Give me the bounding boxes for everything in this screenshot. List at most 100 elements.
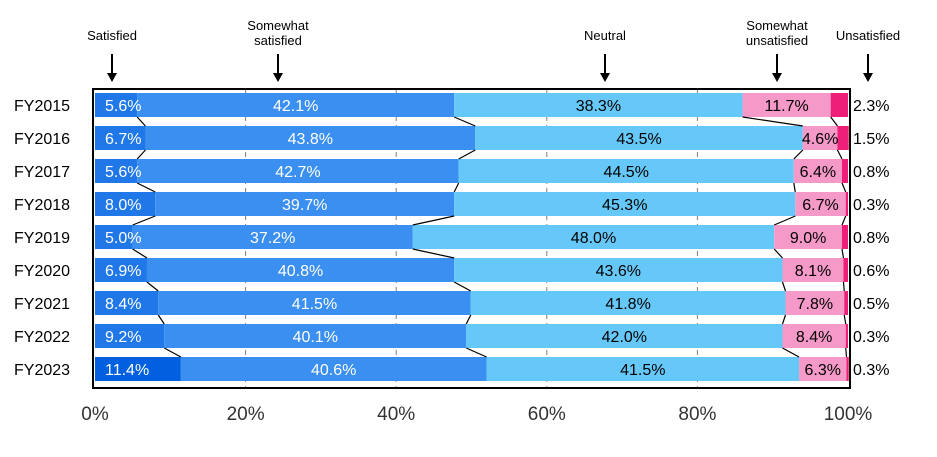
bar-somewhat-unsatisfied-fy2020 [782, 258, 844, 282]
data-label-somewhat-satisfied-fy2017: 42.7% [275, 164, 320, 181]
bar-neutral-fy2021 [470, 291, 786, 315]
data-label-neutral-fy2021: 41.8% [605, 296, 650, 313]
bar-neutral-fy2022 [466, 324, 783, 348]
bar-unsatisfied-fy2023 [846, 357, 849, 381]
bar-neutral-fy2018 [454, 192, 796, 216]
bars [95, 93, 849, 381]
bar-somewhat-unsatisfied-fy2019 [774, 225, 842, 249]
axes: FY2015 FY2016 FY2017 FY2018 FY2019 FY2020 FY20… [14, 88, 872, 425]
series-connector [136, 182, 156, 193]
bar-somewhat-unsatisfied-fy2022 [782, 324, 846, 348]
bar-satisfied-fy2017 [95, 159, 138, 183]
series-connector [412, 215, 455, 226]
legend-label: satisfied [254, 33, 302, 48]
series-connector [453, 281, 472, 292]
bar-satisfied-fy2021 [95, 291, 159, 315]
series-connector [841, 215, 847, 226]
bar-somewhat-satisfied-fy2018 [155, 192, 455, 216]
bar-satisfied-fy2023 [95, 357, 181, 381]
data-label-somewhat-unsatisfied-fy2018: 6.7% [802, 197, 838, 214]
series-connector [132, 215, 156, 226]
legend-label: Unsatisfied [836, 28, 900, 43]
data-label-neutral-fy2022: 42.0% [602, 329, 647, 346]
arrow-head-icon [863, 73, 873, 82]
data-labels: 5.6% 42.1% 38.3% 11.7% 2.3% 6.7% 43.8% 43.5% 4.6… [105, 98, 889, 379]
category-label-fy2022: FY2022 [14, 329, 70, 346]
bar-somewhat-unsatisfied-fy2021 [785, 291, 845, 315]
series-connector [841, 248, 845, 259]
series-connector [830, 116, 838, 127]
data-label-unsatisfied-fy2022: 0.3% [853, 329, 889, 346]
bar-somewhat-satisfied-fy2023 [180, 357, 487, 381]
x-tick-label: 0% [81, 404, 109, 425]
bar-neutral-fy2020 [454, 258, 783, 282]
data-label-neutral-fy2019: 48.0% [571, 230, 616, 247]
bar-satisfied-fy2018 [95, 192, 156, 216]
data-label-neutral-fy2017: 44.5% [604, 164, 649, 181]
data-label-satisfied-fy2015: 5.6% [105, 98, 141, 115]
category-label-fy2020: FY2020 [14, 263, 70, 280]
bar-satisfied-fy2020 [95, 258, 147, 282]
series-connector [163, 347, 182, 358]
bar-somewhat-unsatisfied-fy2017 [793, 159, 842, 183]
data-label-neutral-fy2020: 43.6% [596, 263, 641, 280]
data-label-satisfied-fy2020: 6.9% [105, 263, 141, 280]
arrow-head-icon [107, 73, 117, 82]
series-connector [773, 248, 783, 259]
legend-label: unsatisfied [746, 33, 808, 48]
data-label-unsatisfied-fy2017: 0.8% [853, 164, 889, 181]
data-label-somewhat-unsatisfied-fy2023: 6.3% [805, 362, 841, 379]
category-label-fy2017: FY2017 [14, 164, 70, 181]
series-connector [836, 149, 843, 160]
bar-somewhat-satisfied-fy2017 [137, 159, 459, 183]
data-label-unsatisfied-fy2018: 0.3% [853, 197, 889, 214]
series-connector [136, 149, 146, 160]
series-connector [841, 182, 847, 193]
data-label-neutral-fy2018: 45.3% [602, 197, 647, 214]
bar-somewhat-satisfied-fy2015 [137, 93, 455, 117]
bar-somewhat-unsatisfied-fy2016 [802, 126, 838, 150]
legend-label: Somewhat [247, 18, 309, 33]
bar-unsatisfied-fy2019 [841, 225, 848, 249]
legend-item-satisfied: Satisfied [87, 28, 137, 82]
category-label-fy2016: FY2016 [14, 131, 70, 148]
category-label-fy2023: FY2023 [14, 362, 70, 379]
data-label-somewhat-satisfied-fy2016: 43.8% [288, 131, 333, 148]
series-connector [781, 281, 787, 292]
data-label-somewhat-satisfied-fy2023: 40.6% [311, 362, 356, 379]
data-label-unsatisfied-fy2016: 1.5% [853, 131, 889, 148]
series-connector [742, 116, 803, 127]
series-connector [781, 314, 787, 325]
data-label-satisfied-fy2022: 9.2% [105, 329, 141, 346]
series-connector [845, 347, 848, 358]
series-connector [146, 281, 159, 292]
data-label-satisfied-fy2021: 8.4% [105, 296, 141, 313]
data-label-unsatisfied-fy2021: 0.5% [853, 296, 889, 313]
bar-satisfied-fy2022 [95, 324, 165, 348]
series-connector [793, 182, 796, 193]
data-label-neutral-fy2015: 38.3% [576, 98, 621, 115]
bar-neutral-fy2017 [458, 159, 794, 183]
series-connector [412, 248, 455, 259]
legend-label: Somewhat [746, 18, 808, 33]
data-label-somewhat-unsatisfied-fy2016: 4.6% [802, 131, 838, 148]
data-label-neutral-fy2016: 43.5% [616, 131, 661, 148]
arrow-head-icon [772, 73, 782, 82]
data-label-somewhat-satisfied-fy2020: 40.8% [278, 263, 323, 280]
bar-satisfied-fy2016 [95, 126, 146, 150]
bar-satisfied-fy2015 [95, 93, 138, 117]
bar-somewhat-unsatisfied-fy2015 [742, 93, 831, 117]
series-connector [453, 182, 460, 193]
category-label-fy2015: FY2015 [14, 98, 70, 115]
bar-somewhat-unsatisfied-fy2018 [795, 192, 846, 216]
data-label-somewhat-unsatisfied-fy2017: 6.4% [800, 164, 836, 181]
category-label-fy2018: FY2018 [14, 197, 70, 214]
series-connector [843, 314, 847, 325]
arrow-head-icon [273, 73, 283, 82]
series-connector [793, 149, 804, 160]
data-label-satisfied-fy2017: 5.6% [105, 164, 141, 181]
x-tick-label: 20% [227, 404, 265, 425]
data-label-somewhat-unsatisfied-fy2019: 9.0% [790, 230, 826, 247]
series-connector [782, 347, 800, 358]
